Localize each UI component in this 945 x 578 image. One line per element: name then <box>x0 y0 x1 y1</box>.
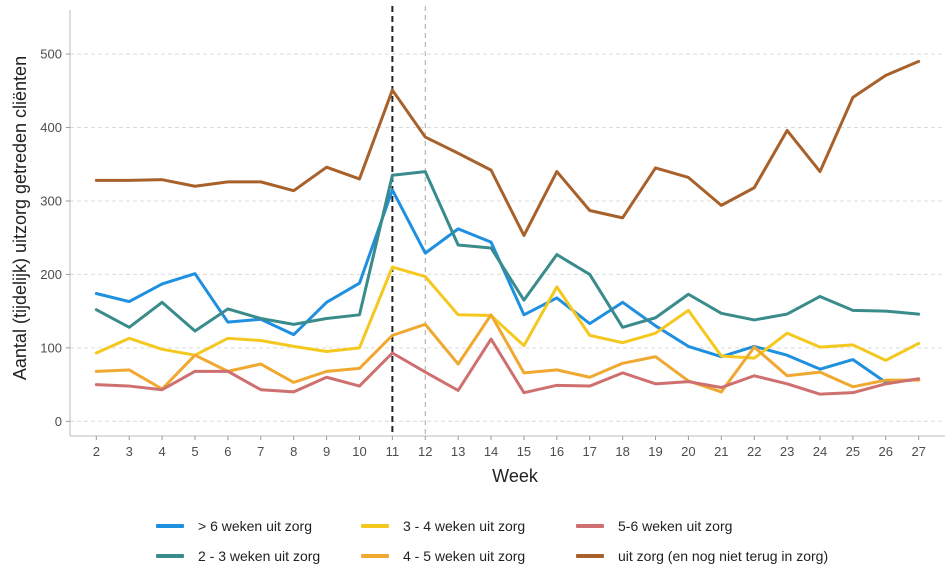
x-tick-label: 19 <box>648 444 662 459</box>
series-line <box>94 188 921 384</box>
y-tick-label: 400 <box>40 120 62 135</box>
series-line <box>94 337 921 396</box>
legend-item: 5-6 weken uit zorg <box>570 515 830 537</box>
series-lines <box>94 59 921 396</box>
legend-item: 3 - 4 weken uit zorg <box>355 515 570 537</box>
x-tick-label: 26 <box>879 444 893 459</box>
x-tick-label: 18 <box>615 444 629 459</box>
x-tick-label: 27 <box>911 444 925 459</box>
x-tick-label: 15 <box>517 444 531 459</box>
x-tick-label: 16 <box>550 444 564 459</box>
x-tick-label: 20 <box>681 444 695 459</box>
legend-item: > 6 weken uit zorg <box>150 515 355 537</box>
legend-swatch-icon <box>361 554 389 558</box>
x-tick-label: 7 <box>257 444 264 459</box>
y-tick-label: 0 <box>55 414 62 429</box>
legend-swatch-icon <box>156 554 184 558</box>
x-tick-label: 22 <box>747 444 761 459</box>
y-tick-label: 200 <box>40 267 62 282</box>
x-axis-title: Week <box>492 466 539 486</box>
legend-swatch-icon <box>576 524 604 528</box>
y-tick-label: 300 <box>40 193 62 208</box>
x-tick-label: 3 <box>126 444 133 459</box>
legend-label: > 6 weken uit zorg <box>198 518 313 534</box>
legend-label: 2 - 3 weken uit zorg <box>198 548 321 564</box>
legend-label: 3 - 4 weken uit zorg <box>403 518 526 534</box>
legend-item: 4 - 5 weken uit zorg <box>355 545 570 567</box>
legend-label: uit zorg (en nog niet terug in zorg) <box>618 548 829 564</box>
x-tick-label: 23 <box>780 444 794 459</box>
x-tick-label: 25 <box>846 444 860 459</box>
legend-item: uit zorg (en nog niet terug in zorg) <box>570 545 830 567</box>
legend-label: 5-6 weken uit zorg <box>618 518 733 534</box>
x-tick-label: 4 <box>158 444 165 459</box>
y-axis-title: Aantal (tijdelijk) uitzorg getreden clië… <box>10 56 30 380</box>
x-tick-label: 10 <box>352 444 366 459</box>
legend-swatch-icon <box>156 524 184 528</box>
x-tick-label: 13 <box>451 444 465 459</box>
legend-item: 2 - 3 weken uit zorg <box>150 545 355 567</box>
x-tick-label: 12 <box>418 444 432 459</box>
y-tick-label: 500 <box>40 47 62 62</box>
x-tick-label: 2 <box>93 444 100 459</box>
legend-label: 4 - 5 weken uit zorg <box>403 548 526 564</box>
x-tick-label: 24 <box>813 444 827 459</box>
series-line <box>94 170 921 333</box>
legend: > 6 weken uit zorg 3 - 4 weken uit zorg … <box>150 515 830 567</box>
y-tick-label: 100 <box>40 340 62 355</box>
x-tick-label: 11 <box>386 444 400 459</box>
x-tick-label: 9 <box>323 444 330 459</box>
legend-swatch-icon <box>361 524 389 528</box>
reference-lines <box>391 6 426 436</box>
x-tick-label: 6 <box>224 444 231 459</box>
x-tick-label: 14 <box>484 444 498 459</box>
x-tick-label: 21 <box>714 444 728 459</box>
x-tick-label: 8 <box>290 444 297 459</box>
series-line <box>94 265 921 362</box>
legend-swatch-icon <box>576 554 604 558</box>
x-tick-label: 5 <box>191 444 198 459</box>
series-line <box>94 313 921 394</box>
series-line <box>94 59 921 237</box>
x-tick-label: 17 <box>583 444 597 459</box>
